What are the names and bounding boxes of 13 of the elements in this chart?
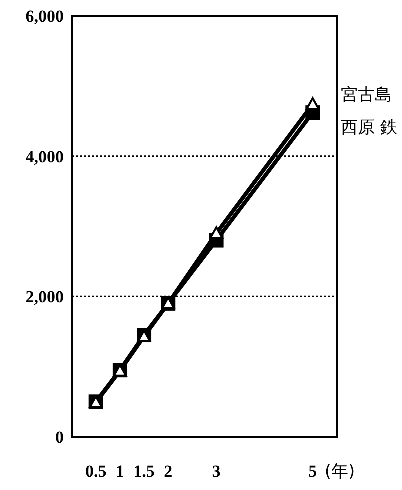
y-tick-label: 4,000 [26, 147, 64, 166]
y-tick-label: 0 [56, 428, 64, 447]
x-tick-label: 2 [164, 462, 173, 481]
series-label: 宮古島 [341, 85, 392, 106]
y-tick-label: 6,000 [26, 7, 64, 26]
y-tick-label: 2,000 [26, 288, 64, 307]
x-tick-label: 0.5 [85, 462, 107, 481]
series-label: 西原 鉄 [341, 118, 398, 138]
x-tick-label: 3 [212, 462, 221, 481]
x-tick-label: 1.5 [134, 462, 155, 481]
x-tick-label: 5 [308, 462, 318, 481]
x-axis-title: (年) [324, 462, 356, 482]
x-tick-label: 1 [116, 462, 124, 481]
